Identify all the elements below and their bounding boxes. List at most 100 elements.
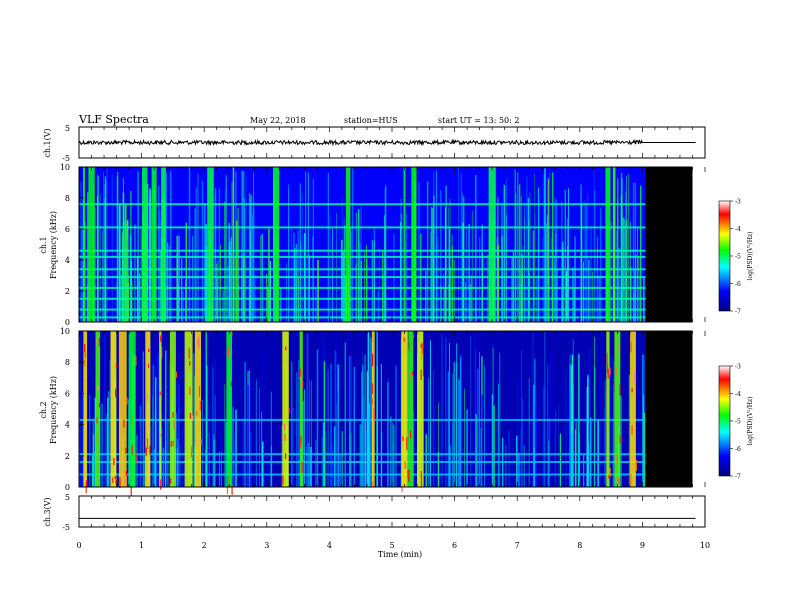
spectrogram-streak — [459, 358, 461, 487]
ch3-ytick-bottom: -5 — [62, 523, 70, 532]
spectrogram-streak — [517, 172, 519, 322]
spectrogram-streak — [547, 363, 549, 487]
spectrogram-streak — [235, 171, 236, 322]
colorbar-tick-label: -3 — [735, 364, 741, 371]
spectrogram-streak — [156, 331, 158, 487]
spectrogram-streak — [569, 364, 572, 487]
spectrogram-streak — [292, 424, 293, 487]
spectrogram-streak — [325, 340, 326, 487]
spectrogram-streak — [344, 342, 346, 487]
spectrogram-band — [79, 418, 646, 421]
spectrogram-burst-hot — [373, 408, 375, 419]
spectrogram-streak — [166, 242, 169, 322]
spectrogram-streak — [542, 237, 544, 322]
spectrogram-streak — [387, 382, 389, 487]
spectrogram-streak — [336, 212, 338, 322]
spectrogram-streak — [574, 236, 576, 322]
spectrogram-burst-hot — [284, 434, 286, 442]
spectrogram-streak — [624, 219, 626, 322]
spectrogram-streak — [353, 366, 356, 487]
spectrogram-streak — [139, 273, 141, 322]
spectrogram-burst-hot — [85, 482, 87, 494]
spectrogram-streak — [552, 172, 554, 322]
spectrogram-streak — [298, 429, 300, 487]
spectrogram-burst-hot — [160, 479, 162, 490]
spectrogram-streak — [630, 267, 632, 322]
spectrogram-streak — [634, 269, 636, 322]
spectrogram-streak — [344, 225, 346, 322]
spectrogram-burst-hot — [170, 478, 172, 484]
spectrogram-streak — [548, 440, 550, 487]
spectrogram-streak — [131, 281, 133, 322]
spectrogram-streak — [517, 452, 520, 487]
spectrogram-streak — [327, 369, 329, 487]
spectrogram-burst-hot — [98, 403, 101, 408]
spectrogram-streak — [96, 196, 99, 322]
spectrogram-streak — [329, 214, 331, 322]
spectrogram-burst-hot — [161, 346, 163, 357]
spectrogram-streak — [236, 220, 238, 322]
spectrogram-burst-hot — [130, 486, 132, 497]
spectrogram-streak — [268, 228, 270, 322]
spectrogram-burst-hot — [371, 398, 374, 405]
spectrogram-streak — [461, 347, 463, 487]
spectrogram-burst-hot — [299, 368, 301, 377]
spectrogram-streak — [336, 390, 339, 487]
spectrogram-burst-hot — [635, 459, 637, 471]
spectrogram-streak — [234, 256, 236, 322]
spectrogram-streak — [458, 379, 460, 487]
spectrogram-streak — [565, 369, 567, 487]
spectrogram-band — [79, 461, 646, 463]
spectrogram-burst-hot — [420, 475, 423, 488]
spectrogram-streak — [458, 167, 459, 322]
spectrogram-streak — [154, 449, 155, 487]
spectrogram-streak — [205, 365, 208, 487]
spectrogram-streak — [248, 370, 250, 487]
colorbar-1: -3 -4 -5 -6 -7 log(PSD)(V²/Hz) — [718, 199, 754, 316]
spectrogram-streak — [474, 175, 477, 322]
spectrogram-streak — [323, 361, 326, 487]
spectrogram-burst — [403, 167, 406, 322]
spectrogram-burst-hot — [115, 388, 117, 398]
spectrogram-streak — [216, 277, 218, 322]
spectrogram-streak — [462, 222, 465, 322]
spectrogram-streak — [149, 189, 152, 322]
spectrogram-streak — [573, 383, 574, 487]
spectrogram-streak — [376, 355, 378, 487]
spectrogram-burst-hot — [372, 353, 374, 367]
spectrogram-burst-hot — [408, 342, 411, 352]
spectrogram-streak — [218, 451, 220, 487]
spectrogram-burst-hot — [175, 371, 177, 378]
spectrogram-burst-hot — [631, 388, 633, 393]
ch3-waveform-panel: 5 -5 ch.3(V) — [43, 493, 706, 532]
spectrogram-streak — [365, 245, 367, 322]
spectrogram-streak — [586, 387, 589, 487]
spectrogram-burst-hot — [159, 391, 161, 396]
spectrogram-streak — [241, 170, 243, 322]
spectrogram-streak — [185, 222, 187, 322]
spectrogram-band — [79, 268, 646, 271]
spectrogram-streak — [214, 188, 217, 322]
spectrogram-streak — [543, 173, 545, 322]
spectrogram-ytick-label: 4 — [65, 421, 70, 430]
spectrogram-streak — [453, 361, 455, 487]
spectrogram-streak — [192, 235, 194, 322]
spectrogram-streak — [247, 385, 249, 487]
ch3-waveform-ylabel: ch.3(V) — [43, 497, 52, 526]
spectrogram-streak — [295, 270, 297, 322]
spectrogram-burst-hot — [631, 425, 633, 435]
spectrogram-burst-hot — [188, 348, 190, 359]
spectrogram-burst-hot — [608, 475, 610, 479]
spectrogram-streak — [165, 350, 167, 487]
spectrogram-streak — [123, 204, 125, 322]
spectrogram-streak — [626, 219, 628, 322]
spectrogram-burst-hot — [149, 445, 151, 455]
spectrogram-streak — [479, 236, 481, 322]
spectrogram-streak — [532, 332, 534, 487]
spectrogram-burst-hot — [406, 437, 408, 450]
spectrogram-streak — [91, 455, 94, 487]
spectrogram-streak — [628, 174, 630, 322]
ch2-spectrogram-panel: 0 2 4 6 8 10 ch.2 Frequency (kHz) — [39, 327, 693, 497]
spectrogram-streak — [448, 371, 450, 487]
spectrogram-streak — [212, 368, 214, 487]
